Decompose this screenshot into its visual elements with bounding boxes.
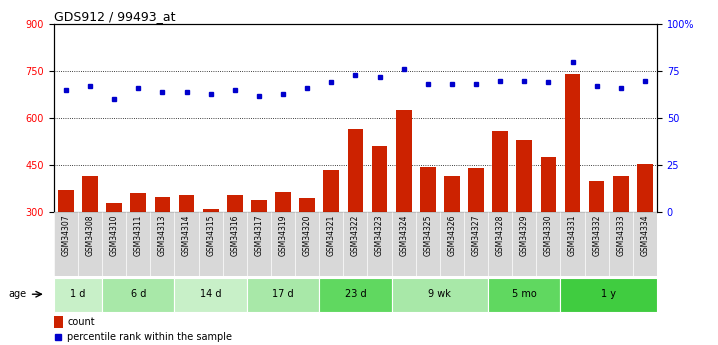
Bar	[516, 140, 532, 306]
Text: 1 d: 1 d	[70, 289, 85, 299]
Text: 1 y: 1 y	[601, 289, 616, 299]
Bar	[541, 157, 556, 306]
Bar	[106, 203, 122, 306]
Text: GSM34328: GSM34328	[495, 215, 505, 256]
Text: GSM34308: GSM34308	[85, 215, 95, 256]
Bar	[637, 164, 653, 306]
Bar	[444, 176, 460, 306]
Text: GSM34329: GSM34329	[520, 215, 528, 256]
FancyBboxPatch shape	[126, 212, 150, 276]
Text: percentile rank within the sample: percentile rank within the sample	[67, 332, 232, 342]
FancyBboxPatch shape	[440, 212, 464, 276]
FancyBboxPatch shape	[174, 278, 247, 312]
Text: age: age	[8, 289, 26, 299]
FancyBboxPatch shape	[488, 212, 512, 276]
FancyBboxPatch shape	[561, 212, 584, 276]
FancyBboxPatch shape	[584, 212, 609, 276]
Bar	[82, 176, 98, 306]
Text: GSM34310: GSM34310	[110, 215, 118, 256]
Bar	[564, 74, 580, 306]
Bar	[251, 200, 267, 306]
Bar	[420, 167, 436, 306]
Text: GSM34316: GSM34316	[230, 215, 239, 256]
Text: GSM34326: GSM34326	[447, 215, 457, 256]
FancyBboxPatch shape	[536, 212, 561, 276]
Text: GSM34319: GSM34319	[279, 215, 287, 256]
Bar	[372, 146, 388, 306]
Text: GSM34333: GSM34333	[616, 215, 625, 256]
Bar	[154, 197, 170, 306]
Text: GSM34323: GSM34323	[375, 215, 384, 256]
Text: GSM34307: GSM34307	[62, 215, 70, 256]
FancyBboxPatch shape	[247, 212, 271, 276]
Bar	[275, 192, 291, 306]
FancyBboxPatch shape	[561, 278, 657, 312]
Text: 9 wk: 9 wk	[429, 289, 452, 299]
FancyBboxPatch shape	[174, 212, 199, 276]
Bar	[299, 198, 315, 306]
FancyBboxPatch shape	[223, 212, 247, 276]
Text: GSM34327: GSM34327	[472, 215, 480, 256]
Bar	[54, 315, 63, 328]
FancyBboxPatch shape	[391, 278, 488, 312]
FancyBboxPatch shape	[102, 278, 174, 312]
Bar	[202, 209, 218, 306]
FancyBboxPatch shape	[416, 212, 440, 276]
FancyBboxPatch shape	[295, 212, 320, 276]
FancyBboxPatch shape	[271, 212, 295, 276]
FancyBboxPatch shape	[199, 212, 223, 276]
Text: GSM34321: GSM34321	[327, 215, 336, 256]
Text: GSM34317: GSM34317	[254, 215, 264, 256]
Bar	[493, 131, 508, 306]
Text: GSM34322: GSM34322	[351, 215, 360, 256]
Text: 23 d: 23 d	[345, 289, 366, 299]
FancyBboxPatch shape	[150, 212, 174, 276]
FancyBboxPatch shape	[391, 212, 416, 276]
FancyBboxPatch shape	[78, 212, 102, 276]
Text: 14 d: 14 d	[200, 289, 221, 299]
Bar	[468, 168, 484, 306]
Bar	[348, 129, 363, 306]
Bar	[227, 195, 243, 306]
Text: GSM34332: GSM34332	[592, 215, 601, 256]
Text: GSM34311: GSM34311	[134, 215, 143, 256]
Text: 6 d: 6 d	[131, 289, 146, 299]
FancyBboxPatch shape	[464, 212, 488, 276]
Text: GSM34320: GSM34320	[303, 215, 312, 256]
Text: 5 mo: 5 mo	[512, 289, 536, 299]
Text: GSM34330: GSM34330	[544, 215, 553, 256]
Text: count: count	[67, 317, 95, 327]
Text: GSM34331: GSM34331	[568, 215, 577, 256]
FancyBboxPatch shape	[54, 212, 78, 276]
Text: GSM34314: GSM34314	[182, 215, 191, 256]
Text: 17 d: 17 d	[272, 289, 294, 299]
FancyBboxPatch shape	[368, 212, 391, 276]
Bar	[323, 170, 339, 306]
FancyBboxPatch shape	[320, 212, 343, 276]
FancyBboxPatch shape	[609, 212, 633, 276]
Bar	[179, 195, 195, 306]
Bar	[58, 190, 74, 306]
Bar	[613, 176, 629, 306]
FancyBboxPatch shape	[54, 278, 102, 312]
Bar	[396, 110, 411, 306]
FancyBboxPatch shape	[343, 212, 368, 276]
FancyBboxPatch shape	[633, 212, 657, 276]
Text: GSM34325: GSM34325	[424, 215, 432, 256]
Text: GSM34324: GSM34324	[399, 215, 408, 256]
FancyBboxPatch shape	[247, 278, 320, 312]
Text: GSM34334: GSM34334	[640, 215, 649, 256]
Bar	[131, 193, 146, 306]
FancyBboxPatch shape	[102, 212, 126, 276]
Bar	[589, 181, 605, 306]
FancyBboxPatch shape	[488, 278, 561, 312]
Text: GSM34315: GSM34315	[206, 215, 215, 256]
Text: GSM34313: GSM34313	[158, 215, 167, 256]
Text: GDS912 / 99493_at: GDS912 / 99493_at	[54, 10, 175, 23]
FancyBboxPatch shape	[320, 278, 391, 312]
FancyBboxPatch shape	[512, 212, 536, 276]
